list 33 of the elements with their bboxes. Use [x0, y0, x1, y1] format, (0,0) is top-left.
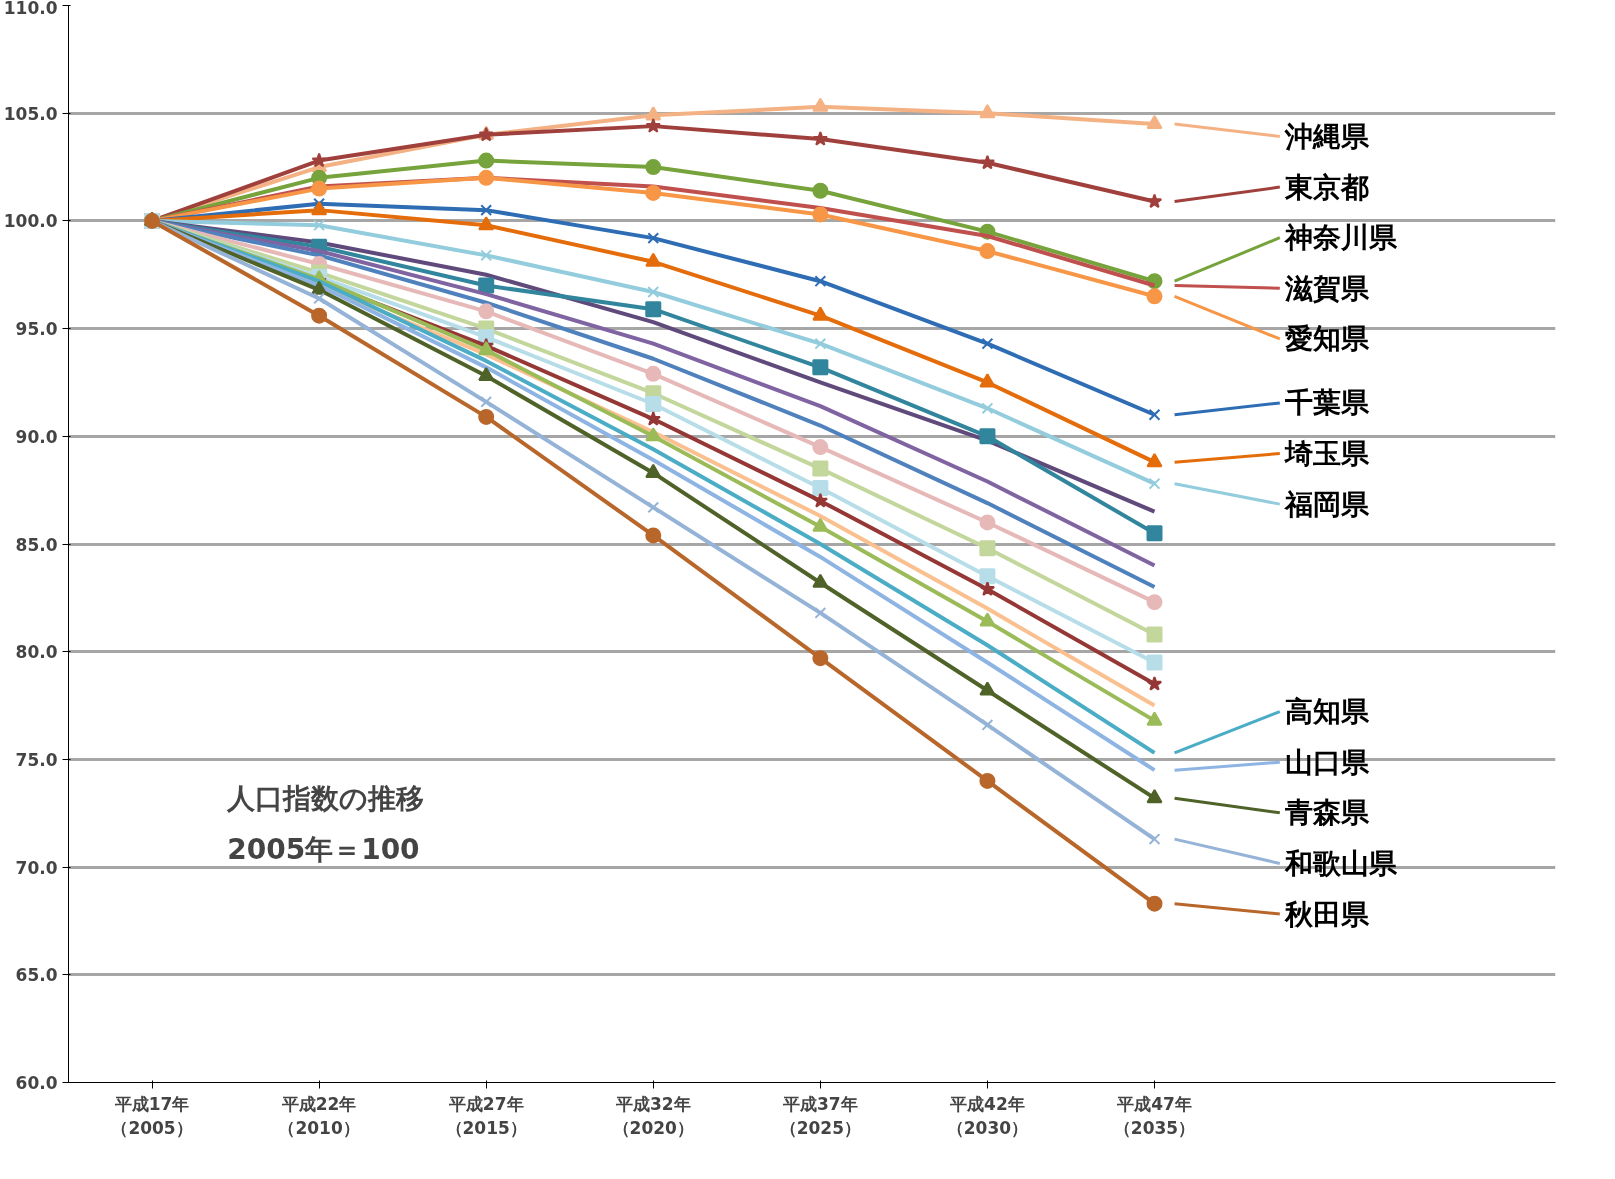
- y-tick-label: 60.0: [15, 1073, 58, 1093]
- y-tick-label: 105.0: [3, 103, 58, 124]
- legend-label: 埼玉県: [1282, 437, 1370, 471]
- legend-label: 滋賀県: [1283, 271, 1370, 305]
- legend-label: 和歌山県: [1283, 846, 1398, 880]
- x-tick-label: 平成22年（2010）: [278, 1093, 360, 1138]
- y-tick-label: 70.0: [15, 857, 58, 878]
- x-tick-label: 平成32年（2020）: [612, 1093, 694, 1138]
- annotation: 人口指数の推移: [226, 781, 425, 815]
- y-tick-label: 95.0: [15, 319, 58, 340]
- annotation: 2005年＝100: [227, 833, 420, 867]
- legend-label: 青森県: [1283, 796, 1370, 830]
- y-tick-label: 75.0: [15, 749, 58, 770]
- y-tick-label: 100.0: [3, 211, 58, 232]
- x-tick-label: 平成27年（2015）: [445, 1093, 527, 1138]
- legend-label: 秋田県: [1283, 897, 1370, 931]
- x-tick-label: 平成42年（2030）: [946, 1093, 1029, 1138]
- legend-label: 千葉県: [1283, 386, 1370, 420]
- y-tick-label: 90.0: [15, 426, 58, 447]
- y-tick-label: 110.0: [3, 0, 58, 18]
- x-tick-label: 平成17年（2005）: [111, 1093, 193, 1138]
- text: 高知県: [1284, 695, 1370, 729]
- y-tick-label: 65.0: [15, 965, 58, 986]
- legend-label: 福岡県: [1282, 487, 1370, 521]
- legend-label: 東京都: [1283, 170, 1369, 204]
- text: 神奈川県: [1282, 221, 1398, 255]
- x-tick-label: 平成47年（2035）: [1113, 1093, 1196, 1138]
- legend-label: 山口県: [1284, 745, 1370, 779]
- y-tick-label: 80.0: [15, 642, 58, 663]
- y-tick-label: 85.0: [15, 534, 58, 555]
- text: 愛知県: [1284, 322, 1370, 356]
- legend-label: 沖縄県: [1283, 119, 1370, 153]
- x-tick-label: 平成37年（2025）: [779, 1093, 862, 1138]
